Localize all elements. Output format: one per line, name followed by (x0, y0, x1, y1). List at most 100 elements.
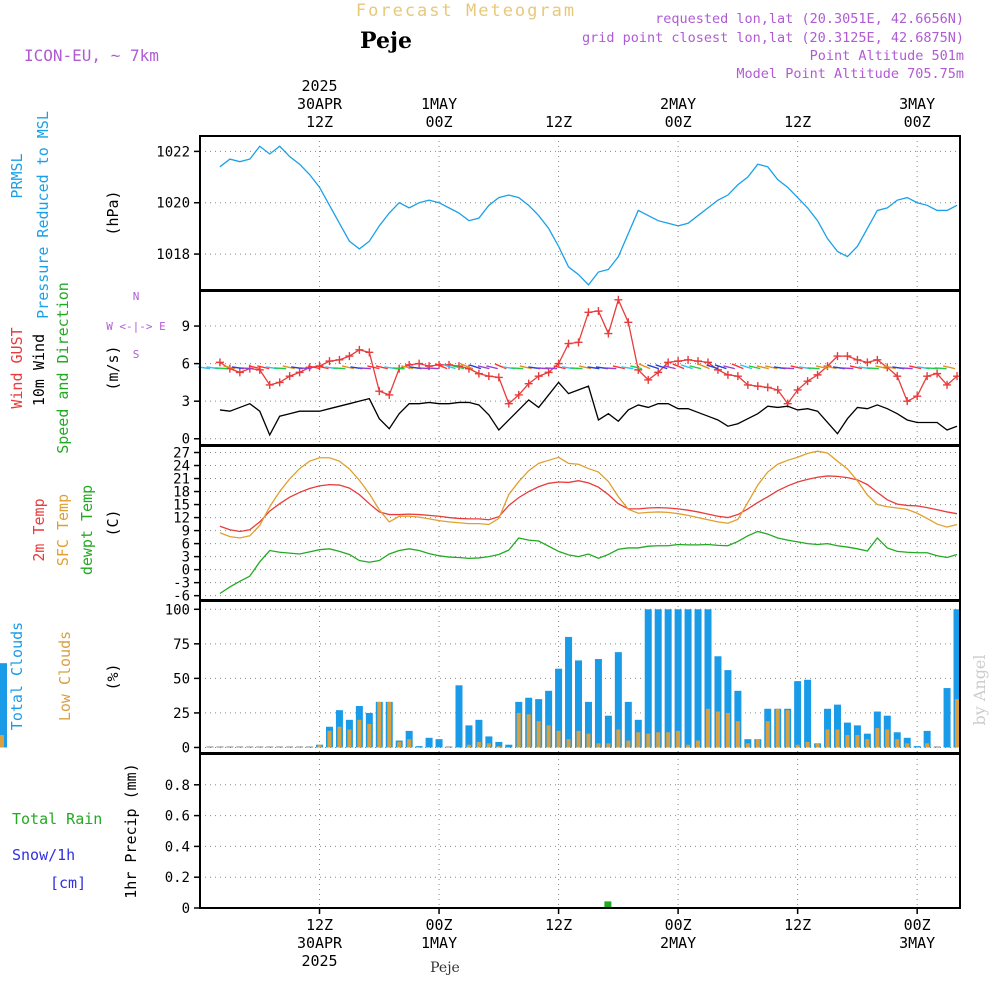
top-time-label: 3MAY (899, 95, 935, 113)
bottom-time-label: 12Z (784, 916, 811, 934)
wind-direction-arrow (401, 365, 414, 370)
gust-marker (863, 358, 872, 367)
rain-bar (604, 901, 612, 908)
low-cloud-bar (397, 741, 402, 748)
axis-label: Total Clouds (8, 622, 26, 730)
wind-direction-arrow (756, 365, 769, 370)
low-cloud-bar (367, 723, 372, 748)
total-cloud-bar (654, 609, 662, 748)
wind-direction-arrow (630, 365, 642, 370)
y-tick-label: 1020 (156, 196, 190, 212)
gust-marker (694, 357, 703, 366)
low-cloud-bar (576, 730, 581, 748)
panel-wind: 0 3 6 9 (m/s) Wind GUST 10m Wind Speed and Dire… (8, 282, 962, 454)
gridpoint-location: grid point closest lon,lat (20.3125E, 42… (582, 30, 964, 46)
wind-direction-arrow (426, 367, 439, 370)
total-cloud-bar (226, 746, 234, 748)
wind-direction-arrow (367, 365, 380, 370)
bottom-time-label: 00Z (665, 916, 692, 934)
low-cloud-bar (586, 733, 591, 748)
wind-direction-arrow (621, 366, 634, 370)
low-cloud-bar (905, 743, 910, 748)
total-cloud-bar (664, 609, 672, 748)
low-cloud-bar (0, 735, 4, 748)
wind-direction-arrow (375, 365, 388, 370)
top-time-label: 12Z (306, 113, 333, 131)
y-tick-label: 1018 (156, 247, 190, 263)
gust-marker (594, 307, 603, 316)
wind-direction-arrow (587, 366, 600, 370)
total-cloud-bar (584, 701, 592, 748)
wind-direction-arrow (815, 365, 829, 370)
panel-pressure: 1018 1020 1022 (hPa) PRMSL Pressure Reduced t… (8, 111, 961, 319)
low-cloud-bar (646, 733, 651, 748)
total-cloud-bar (804, 679, 812, 748)
wind-direction-arrow (282, 365, 295, 370)
gust-marker (385, 390, 394, 399)
top-time-label: 1MAY (421, 95, 457, 113)
wind-direction-arrow (214, 367, 227, 370)
low-cloud-bar (387, 701, 392, 748)
gust-marker (843, 352, 852, 361)
total-cloud-bar (903, 737, 911, 748)
total-cloud-bar (913, 746, 921, 748)
gust-marker (773, 385, 782, 394)
y-tick-label: 24 (173, 459, 190, 475)
low-cloud-bar (656, 732, 661, 748)
wind-direction-arrow (570, 367, 583, 370)
compass-south: S (133, 348, 140, 361)
gust-marker (713, 365, 722, 374)
gust-marker (415, 359, 424, 368)
total-cloud-bar (644, 609, 652, 748)
gust-marker (933, 369, 942, 378)
bottom-time-label: 30APR (297, 934, 343, 952)
gust-marker (504, 399, 513, 408)
wind-direction-arrow (257, 365, 270, 370)
wind-direction-arrow (723, 365, 736, 370)
total-cloud-bar (495, 741, 503, 748)
y-tick-label: 9 (182, 319, 190, 335)
axis-unit-label: (%) (104, 663, 122, 690)
total-cloud-bar (216, 746, 224, 748)
y-tick-label: 1022 (156, 144, 190, 160)
y-tick-label: 15 (173, 498, 190, 514)
wind-direction-arrow (578, 365, 592, 370)
gust-marker (873, 355, 882, 364)
wind-direction-arrow (299, 367, 312, 370)
top-time-label: 00Z (665, 113, 692, 131)
gust-marker (763, 383, 772, 392)
low-cloud-bar (636, 732, 641, 748)
wind-direction-arrow (248, 365, 261, 370)
y-tick-label: -6 (173, 589, 190, 605)
low-cloud-bar (885, 729, 890, 748)
gust-marker (604, 329, 613, 338)
panel-frame (199, 135, 961, 291)
low-cloud-bar (745, 743, 750, 748)
total-cloud-bar (266, 746, 274, 748)
total-cloud-bar (475, 719, 483, 748)
wind-direction-arrow (240, 367, 253, 370)
wind-direction-arrow (274, 367, 287, 370)
total-cloud-bar (445, 746, 453, 748)
wind-direction-arrow (307, 365, 321, 370)
gust-marker (474, 369, 483, 378)
top-time-label: 00Z (904, 113, 931, 131)
total-cloud-bar (684, 609, 692, 748)
bottom-time-label: 00Z (904, 916, 931, 934)
gust-marker (943, 380, 952, 389)
wind-direction-arrow (731, 363, 744, 370)
y-tick-label: 12 (173, 511, 190, 527)
wind-direction-arrow (392, 367, 405, 370)
low-cloud-bar (686, 744, 691, 748)
panel-clouds: 0 25 50 75 100 (%) Total Clouds Low Clouds (0, 600, 961, 756)
wind-direction-arrow (612, 365, 625, 370)
total-cloud-bar (455, 685, 463, 748)
low-cloud-bar (496, 746, 501, 748)
wind-direction-arrow (486, 365, 498, 370)
series-line-2m-temp (219, 475, 958, 533)
gust-marker (534, 372, 543, 381)
series-line-10m-wind (219, 381, 958, 437)
gust-marker (445, 360, 454, 369)
gust-marker (893, 372, 902, 381)
